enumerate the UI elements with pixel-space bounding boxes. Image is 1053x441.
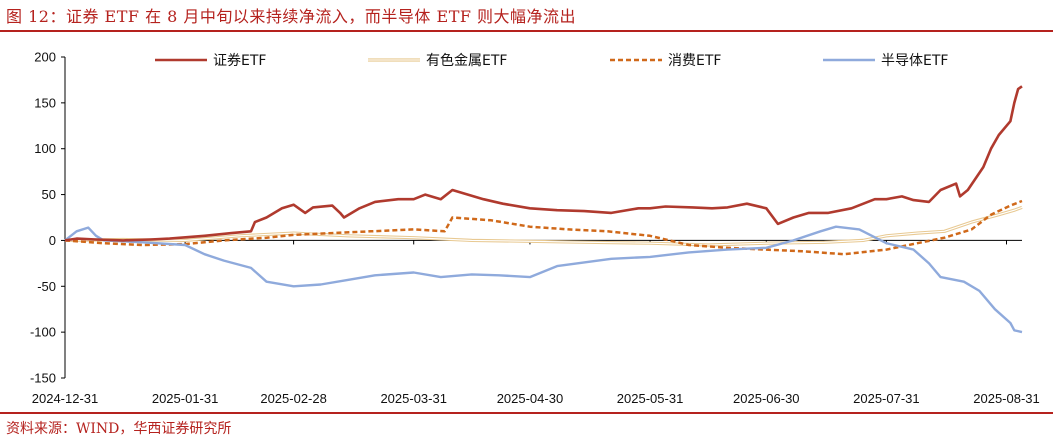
series-securities <box>64 85 1023 242</box>
series-line-inner-nonferrous <box>64 206 1023 246</box>
legend-item-securities: 证券ETF <box>155 53 266 69</box>
chart-legend: 证券ETF 有色金属ETF 消费ETF 半导体ETF <box>155 52 948 69</box>
legend-label-semiconductor: 半导体ETF <box>881 53 948 69</box>
y-tick-label: 150 <box>34 95 56 110</box>
x-tick-label: 2025-04-30 <box>497 391 564 406</box>
x-tick-label: 2025-02-28 <box>260 391 327 406</box>
x-tick-label: 2025-08-31 <box>973 391 1040 406</box>
series-line-consumer <box>64 199 1023 256</box>
y-tick-label: -150 <box>30 371 56 386</box>
legend-label-nonferrous: 有色金属ETF <box>426 52 507 69</box>
title-divider <box>0 30 1053 32</box>
y-tick-label: 200 <box>34 50 56 65</box>
y-tick-label: 0 <box>49 233 56 248</box>
x-tick-label: 2025-07-31 <box>853 391 920 406</box>
line-chart: -150 -100 -50 0 50 100 150 200 2024-12-31 2025-0… <box>30 50 1040 407</box>
y-tick-label: -50 <box>37 279 56 294</box>
legend-item-semiconductor: 半导体ETF <box>823 53 948 69</box>
x-tick-label: 2025-01-31 <box>152 391 219 406</box>
y-tick-label: 50 <box>42 187 56 202</box>
x-axis-ticks: 2024-12-31 2025-01-31 2025-02-28 2025-03-31… <box>32 240 1040 406</box>
chart-axes <box>64 57 1022 378</box>
x-tick-label: 2025-03-31 <box>380 391 447 406</box>
x-tick-label: 2024-12-31 <box>32 391 99 406</box>
series-nonferrous <box>64 205 1023 247</box>
x-tick-label: 2025-06-30 <box>733 391 800 406</box>
y-tick-label: -100 <box>30 325 56 340</box>
y-axis-ticks: -150 -100 -50 0 50 100 150 200 <box>30 50 65 386</box>
y-tick-label: 100 <box>34 141 56 156</box>
source-divider <box>0 412 1053 414</box>
legend-item-consumer: 消费ETF <box>610 53 721 69</box>
series-line-securities <box>64 85 1023 242</box>
plot-area <box>64 85 1023 334</box>
chart-title: 图 12：证券 ETF 在 8 月中旬以来持续净流入，而半导体 ETF 则大幅净… <box>6 7 577 26</box>
source-note: 资料来源：WIND，华西证券研究所 <box>6 421 232 437</box>
legend-label-consumer: 消费ETF <box>668 53 721 69</box>
x-tick-label: 2025-05-31 <box>617 391 684 406</box>
legend-label-securities: 证券ETF <box>213 53 266 69</box>
series-line-semiconductor <box>64 225 1023 334</box>
legend-item-nonferrous: 有色金属ETF <box>368 52 507 69</box>
series-semiconductor <box>64 225 1023 334</box>
series-consumer <box>64 199 1023 256</box>
